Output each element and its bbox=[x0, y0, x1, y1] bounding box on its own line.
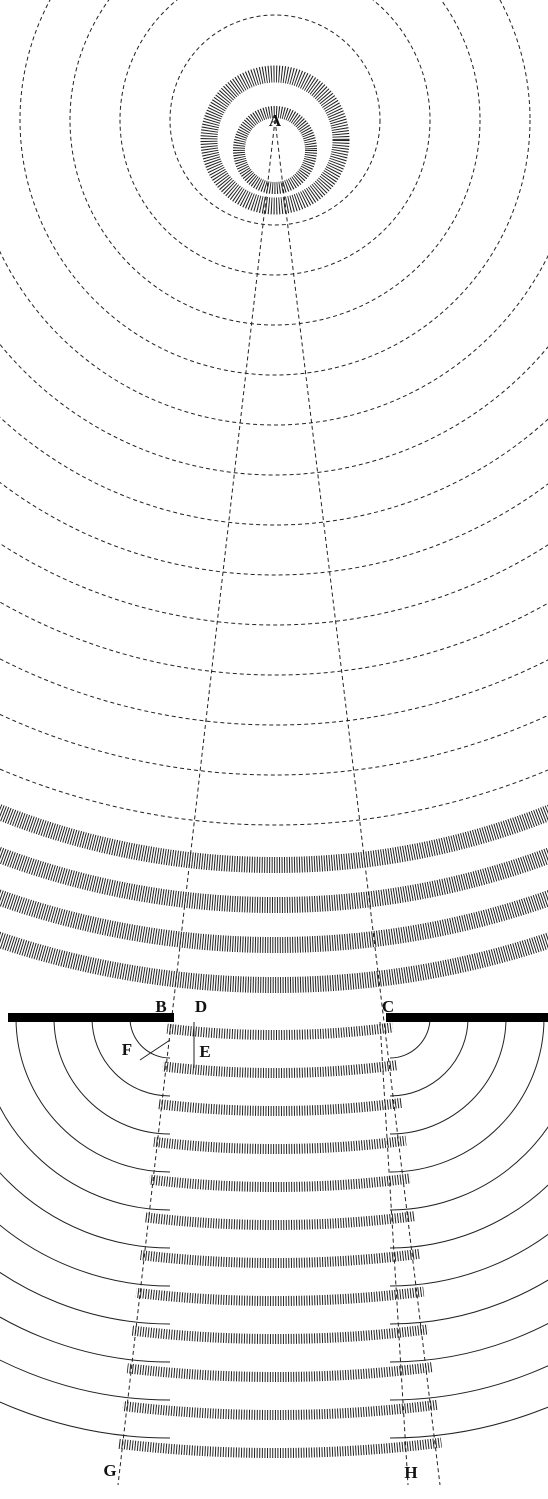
hatched-wavefront bbox=[112, 120, 448, 1116]
dashed-wavefront bbox=[169, 14, 381, 226]
diffracted-arc bbox=[0, 1106, 171, 1211]
diffracted-arc bbox=[389, 1017, 545, 1173]
diffracted-arc bbox=[389, 1017, 469, 1097]
hatched-wavefront bbox=[112, 120, 448, 1420]
hatched-wavefront bbox=[0, 846, 548, 913]
dashed-wavefront bbox=[119, 0, 431, 276]
diffracted-arc bbox=[389, 1126, 548, 1211]
dashed-wavefront bbox=[0, 768, 548, 826]
point-label: A bbox=[269, 111, 282, 130]
dashed-wavefront bbox=[0, 542, 548, 626]
diffracted-arc bbox=[389, 1017, 507, 1135]
hatched-wavefront bbox=[112, 120, 448, 1192]
point-label: D bbox=[195, 997, 207, 1016]
diffracted-arc bbox=[389, 1406, 548, 1439]
transmitted-waves bbox=[112, 120, 448, 1458]
segment bbox=[139, 1039, 171, 1061]
hatched-wavefront bbox=[112, 120, 448, 1458]
incident-waves bbox=[0, 0, 548, 993]
diffracted-arc bbox=[389, 1017, 431, 1059]
dashed-wavefront bbox=[0, 601, 548, 676]
diffracted-arc bbox=[0, 1271, 171, 1325]
ray bbox=[379, 1021, 409, 1486]
dashed-wavefront bbox=[69, 0, 481, 326]
diffracted-arc bbox=[129, 1017, 171, 1059]
point-label: E bbox=[199, 1042, 210, 1061]
diffracted-arc bbox=[0, 1359, 171, 1401]
hatched-wavefront bbox=[112, 120, 448, 1078]
point-label: G bbox=[103, 1461, 116, 1480]
hatched-wavefront bbox=[0, 889, 548, 953]
screen-right bbox=[386, 1013, 548, 1022]
point-label: C bbox=[382, 997, 394, 1016]
diffracted-arc bbox=[389, 1184, 548, 1249]
point-label: B bbox=[155, 997, 166, 1016]
dashed-wavefront bbox=[19, 0, 531, 376]
diffracted-arc bbox=[0, 1401, 171, 1439]
screen-left bbox=[8, 1013, 174, 1022]
ray bbox=[274, 119, 441, 1486]
diffracted-arc bbox=[91, 1017, 171, 1097]
labels: A B D C F E G H bbox=[103, 111, 417, 1482]
ray bbox=[117, 119, 276, 1486]
point-label: H bbox=[404, 1463, 417, 1482]
diffracted-arc bbox=[0, 1172, 171, 1249]
point-label: F bbox=[122, 1040, 132, 1059]
diffracted-arc bbox=[389, 1365, 548, 1401]
hatched-ring bbox=[200, 65, 350, 215]
diffracted-arc bbox=[389, 1279, 548, 1325]
diffracted-arc bbox=[0, 1316, 171, 1363]
hatched-wavefront bbox=[112, 120, 448, 1382]
hatched-ring bbox=[233, 106, 317, 194]
hatched-wavefront bbox=[0, 803, 548, 873]
diffracted-arc bbox=[15, 1017, 171, 1173]
diffracted-arc bbox=[389, 1233, 548, 1287]
diffracted-arc bbox=[53, 1017, 171, 1135]
dashed-wavefront bbox=[0, 481, 548, 576]
diffracted-arc bbox=[0, 1224, 171, 1287]
hatched-wavefront bbox=[112, 120, 448, 1230]
dashed-wavefront bbox=[0, 250, 548, 426]
diffracted-arc bbox=[389, 1322, 548, 1363]
construction-lines bbox=[0, 119, 548, 1486]
